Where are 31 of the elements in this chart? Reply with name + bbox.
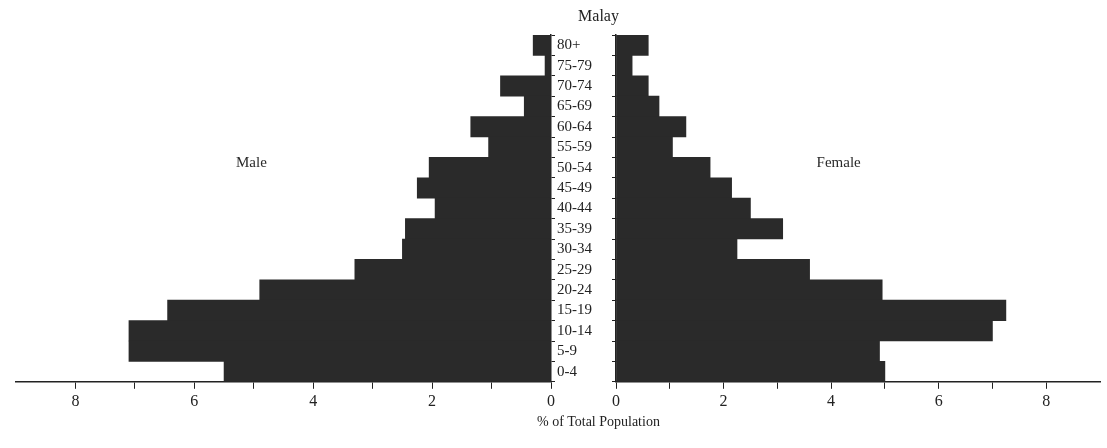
y-tick-label: 50-54 — [557, 158, 593, 175]
x-tick-label: 8 — [71, 391, 80, 409]
x-tick-label: 6 — [934, 391, 943, 409]
y-tick-label: 45-49 — [557, 178, 592, 195]
y-tick-label: 40-44 — [557, 199, 593, 216]
x-tick-label: 6 — [190, 391, 199, 409]
x-tick-label: 4 — [309, 391, 318, 409]
y-tick-label: 20-24 — [557, 280, 593, 297]
text: Male — [235, 154, 268, 171]
text: Malay — [577, 7, 620, 24]
y-tick-label: 25-29 — [557, 260, 592, 277]
x-tick-label: 8 — [1042, 391, 1051, 409]
y-tick-label: 10-14 — [557, 321, 593, 338]
y-tick-label: 30-34 — [557, 240, 593, 257]
y-tick-label: 55-59 — [557, 138, 592, 155]
x-tick-label: 4 — [827, 391, 836, 409]
y-tick-label: 75-79 — [557, 56, 592, 73]
y-tick-label: 0-4 — [557, 362, 578, 379]
x-tick-label: 2 — [719, 391, 728, 409]
y-tick-label: 80+ — [557, 36, 581, 53]
x-tick-label: 2 — [428, 391, 437, 409]
x-tick-label: 0 — [547, 391, 555, 409]
text: Female — [816, 154, 862, 171]
y-tick-label: 35-39 — [557, 219, 592, 236]
x-axis-title: % of Total Population — [536, 414, 661, 430]
y-tick-label: 15-19 — [557, 301, 592, 318]
y-tick-label: 60-64 — [557, 117, 593, 134]
y-tick-label: 5-9 — [557, 342, 577, 359]
y-tick-label: 65-69 — [557, 97, 592, 114]
x-tick-label: 0 — [612, 391, 620, 409]
y-tick-label: 70-74 — [557, 76, 593, 93]
